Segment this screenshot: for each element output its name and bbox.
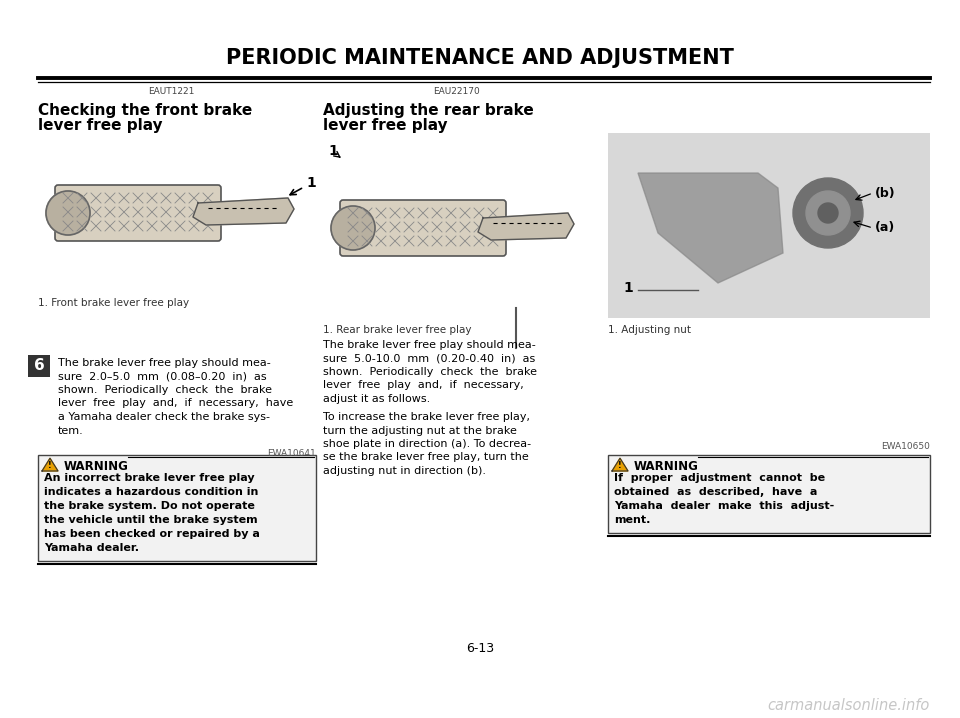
Text: Yamaha  dealer  make  this  adjust-: Yamaha dealer make this adjust-: [614, 501, 834, 511]
Text: 1: 1: [306, 176, 316, 190]
Text: 6-13: 6-13: [466, 641, 494, 655]
Polygon shape: [612, 458, 628, 471]
Text: tem.: tem.: [58, 426, 84, 436]
Text: (b): (b): [875, 187, 896, 200]
Circle shape: [46, 191, 90, 235]
Text: Yamaha dealer.: Yamaha dealer.: [44, 543, 139, 553]
Text: has been checked or repaired by a: has been checked or repaired by a: [44, 529, 260, 539]
Text: ment.: ment.: [614, 515, 650, 525]
Text: 1. Front brake lever free play: 1. Front brake lever free play: [38, 298, 189, 308]
FancyBboxPatch shape: [340, 200, 506, 256]
Text: If  proper  adjustment  cannot  be: If proper adjustment cannot be: [614, 473, 826, 483]
Text: Checking the front brake: Checking the front brake: [38, 103, 252, 118]
Text: (a): (a): [875, 221, 896, 235]
Text: indicates a hazardous condition in: indicates a hazardous condition in: [44, 487, 258, 497]
FancyBboxPatch shape: [55, 185, 221, 241]
Text: EWA10650: EWA10650: [881, 442, 930, 451]
FancyBboxPatch shape: [323, 133, 590, 318]
Polygon shape: [638, 173, 783, 283]
Text: lever free play: lever free play: [323, 118, 447, 133]
Polygon shape: [42, 458, 58, 471]
Text: adjust it as follows.: adjust it as follows.: [323, 394, 430, 404]
Text: the vehicle until the brake system: the vehicle until the brake system: [44, 515, 257, 525]
Text: 1: 1: [623, 281, 633, 295]
Text: EWA10641: EWA10641: [267, 449, 316, 458]
Text: lever  free  play  and,  if  necessary,: lever free play and, if necessary,: [323, 381, 524, 391]
FancyBboxPatch shape: [608, 455, 930, 533]
Circle shape: [793, 178, 863, 248]
Text: Adjusting the rear brake: Adjusting the rear brake: [323, 103, 534, 118]
FancyBboxPatch shape: [38, 133, 305, 291]
Text: 1. Rear brake lever free play: 1. Rear brake lever free play: [323, 325, 471, 335]
Circle shape: [331, 206, 375, 250]
Text: turn the adjusting nut at the brake: turn the adjusting nut at the brake: [323, 426, 516, 436]
Text: EAU22170: EAU22170: [433, 87, 479, 96]
Text: shoe plate in direction (a). To decrea-: shoe plate in direction (a). To decrea-: [323, 439, 531, 449]
Text: obtained  as  described,  have  a: obtained as described, have a: [614, 487, 817, 497]
Text: 6: 6: [34, 358, 44, 373]
Text: adjusting nut in direction (b).: adjusting nut in direction (b).: [323, 466, 486, 476]
Text: the brake system. Do not operate: the brake system. Do not operate: [44, 501, 254, 511]
Text: To increase the brake lever free play,: To increase the brake lever free play,: [323, 412, 530, 422]
Text: EAUT1221: EAUT1221: [148, 87, 194, 96]
FancyBboxPatch shape: [28, 355, 50, 377]
Text: carmanualsonline.info: carmanualsonline.info: [768, 699, 930, 714]
Text: shown.  Periodically  check  the  brake: shown. Periodically check the brake: [323, 367, 537, 377]
Text: a Yamaha dealer check the brake sys-: a Yamaha dealer check the brake sys-: [58, 412, 270, 422]
Text: shown.  Periodically  check  the  brake: shown. Periodically check the brake: [58, 385, 272, 395]
Text: se the brake lever free play, turn the: se the brake lever free play, turn the: [323, 452, 529, 462]
Text: sure  5.0-10.0  mm  (0.20-0.40  in)  as: sure 5.0-10.0 mm (0.20-0.40 in) as: [323, 353, 536, 363]
Polygon shape: [478, 213, 574, 240]
Text: The brake lever free play should mea-: The brake lever free play should mea-: [323, 340, 536, 350]
Text: lever free play: lever free play: [38, 118, 162, 133]
FancyBboxPatch shape: [608, 133, 930, 318]
Text: WARNING: WARNING: [64, 460, 129, 473]
Polygon shape: [193, 198, 294, 225]
Text: sure  2.0–5.0  mm  (0.08–0.20  in)  as: sure 2.0–5.0 mm (0.08–0.20 in) as: [58, 371, 267, 381]
Text: !: !: [48, 460, 52, 470]
Circle shape: [818, 203, 838, 223]
Text: !: !: [618, 460, 622, 470]
Text: PERIODIC MAINTENANCE AND ADJUSTMENT: PERIODIC MAINTENANCE AND ADJUSTMENT: [226, 48, 734, 68]
Text: WARNING: WARNING: [634, 460, 699, 473]
Text: The brake lever free play should mea-: The brake lever free play should mea-: [58, 358, 271, 368]
FancyBboxPatch shape: [38, 455, 316, 561]
Text: 1: 1: [328, 144, 338, 158]
Text: An incorrect brake lever free play: An incorrect brake lever free play: [44, 473, 254, 483]
Text: lever  free  play  and,  if  necessary,  have: lever free play and, if necessary, have: [58, 398, 293, 409]
Circle shape: [806, 191, 850, 235]
Text: 1. Adjusting nut: 1. Adjusting nut: [608, 325, 691, 335]
